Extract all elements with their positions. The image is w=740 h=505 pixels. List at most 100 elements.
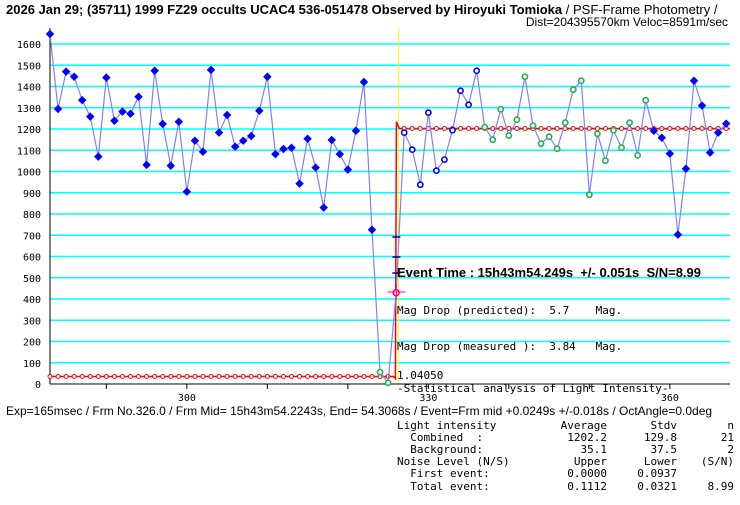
- y-tick-label: 1300: [17, 104, 41, 115]
- fit-marker: [224, 374, 230, 380]
- data-point: [110, 116, 119, 125]
- fit-marker: [594, 126, 600, 132]
- y-tick-label: 800: [23, 210, 41, 221]
- fit-marker: [168, 374, 174, 380]
- data-point: [335, 149, 345, 159]
- event-time: Event Time : 15h43m54.249s +/- 0.051s S/…: [397, 265, 702, 281]
- fit-marker: [256, 374, 262, 380]
- data-point: [222, 110, 232, 120]
- stat-cell: (S/N): [700, 455, 734, 469]
- data-point-used: [384, 379, 392, 387]
- mag-drop-measured: Mag Drop (measured ): 3.84 Mag.: [397, 340, 623, 354]
- fit-marker: [272, 374, 278, 380]
- data-point: [142, 160, 151, 170]
- data-point-used: [577, 77, 585, 85]
- fit-marker: [152, 374, 158, 380]
- data-point-post-event: [408, 146, 416, 154]
- fit-marker: [297, 374, 303, 380]
- fit-marker: [554, 126, 560, 132]
- fit-marker: [337, 374, 343, 380]
- fit-marker: [586, 126, 592, 132]
- fit-marker: [659, 126, 665, 132]
- fit-line: [47, 121, 730, 381]
- data-point: [86, 112, 95, 121]
- data-point: [206, 65, 216, 75]
- data-point-post-event: [465, 101, 472, 109]
- fit-marker: [63, 374, 69, 380]
- data-point: [45, 29, 55, 39]
- axes: 0 100 200 300 400 500 600 700 800 900 1000 1100 1200…: [17, 28, 730, 404]
- data-point: [69, 72, 79, 81]
- fit-marker: [345, 374, 351, 380]
- y-tick-label: 400: [23, 295, 41, 306]
- stat-row: Total event: 0.1112 0.0321 8.99: [397, 479, 734, 493]
- chart-title: 2026 Jan 29; (35711) 1999 FZ29 occults U…: [6, 2, 718, 17]
- fit-marker: [619, 126, 625, 132]
- fit-marker: [103, 374, 109, 380]
- fit-marker: [119, 374, 125, 380]
- fit-marker: [160, 374, 166, 380]
- data-point: [327, 135, 336, 145]
- data-point: [190, 136, 200, 145]
- y-tick-label: 0: [35, 380, 41, 391]
- stat-title: -Statistical analysis of Light Intensity…: [397, 382, 669, 396]
- data-point: [198, 147, 208, 156]
- data-point: [238, 136, 248, 145]
- fit-marker: [305, 374, 311, 380]
- fit-marker: [289, 374, 294, 380]
- data-point-used: [594, 130, 601, 138]
- data-point-used: [634, 151, 642, 159]
- stat-row: Background: 35.1 37.5 2: [397, 443, 734, 457]
- fit-marker: [602, 126, 608, 132]
- fit-marker: [667, 126, 673, 132]
- data-point-used: [618, 144, 625, 152]
- fit-marker: [490, 126, 496, 132]
- data-point: [174, 117, 184, 127]
- data-point: [118, 107, 127, 116]
- data-point-used: [513, 116, 521, 124]
- data-point-used: [529, 122, 537, 129]
- fit-marker: [200, 374, 206, 380]
- footer-info: Exp=165msec / Frm No.326.0 / Frm Mid= 15…: [6, 404, 713, 418]
- fit-marker: [691, 126, 697, 132]
- data-point: [263, 72, 272, 81]
- data-point-post-event: [416, 181, 424, 189]
- fit-marker: [683, 126, 689, 132]
- data-point: [319, 203, 328, 212]
- x-tick-label: 360: [661, 393, 679, 404]
- fit-marker: [216, 374, 222, 380]
- data-point-post-event: [473, 67, 481, 75]
- fit-marker: [192, 374, 198, 380]
- stat-cell: 37.5: [650, 443, 678, 457]
- y-tick-label: 700: [23, 231, 41, 242]
- data-point: [247, 131, 256, 141]
- fit-marker: [87, 374, 93, 380]
- data-point: [343, 165, 353, 174]
- data-point-used: [489, 136, 497, 144]
- data-point: [150, 66, 159, 76]
- fit-marker: [240, 374, 246, 380]
- y-tick-label: 1400: [17, 83, 41, 94]
- y-tick-label: 1200: [17, 125, 41, 136]
- y-tick-label: 200: [23, 338, 41, 349]
- data-point-post-event: [432, 167, 440, 175]
- fit-marker: [546, 126, 552, 132]
- data-point: [182, 187, 192, 196]
- data-point-used: [553, 145, 561, 153]
- data-point-used: [642, 96, 650, 104]
- fit-marker: [280, 374, 286, 380]
- stat-cell: 35.1: [580, 443, 608, 457]
- fit-marker: [538, 126, 544, 132]
- data-point-post-event: [400, 129, 408, 137]
- y-tick-label: 1600: [17, 40, 41, 51]
- data-point-used: [497, 105, 505, 113]
- fit-marker: [313, 374, 319, 380]
- data-point: [673, 230, 683, 239]
- data-point: [689, 76, 699, 86]
- data-point: [77, 95, 87, 105]
- stat-cell: Background:: [397, 443, 484, 457]
- stat-cell: 0.0321: [637, 479, 677, 493]
- data-point: [126, 109, 135, 118]
- data-point: [287, 143, 296, 152]
- fit-marker: [570, 126, 576, 132]
